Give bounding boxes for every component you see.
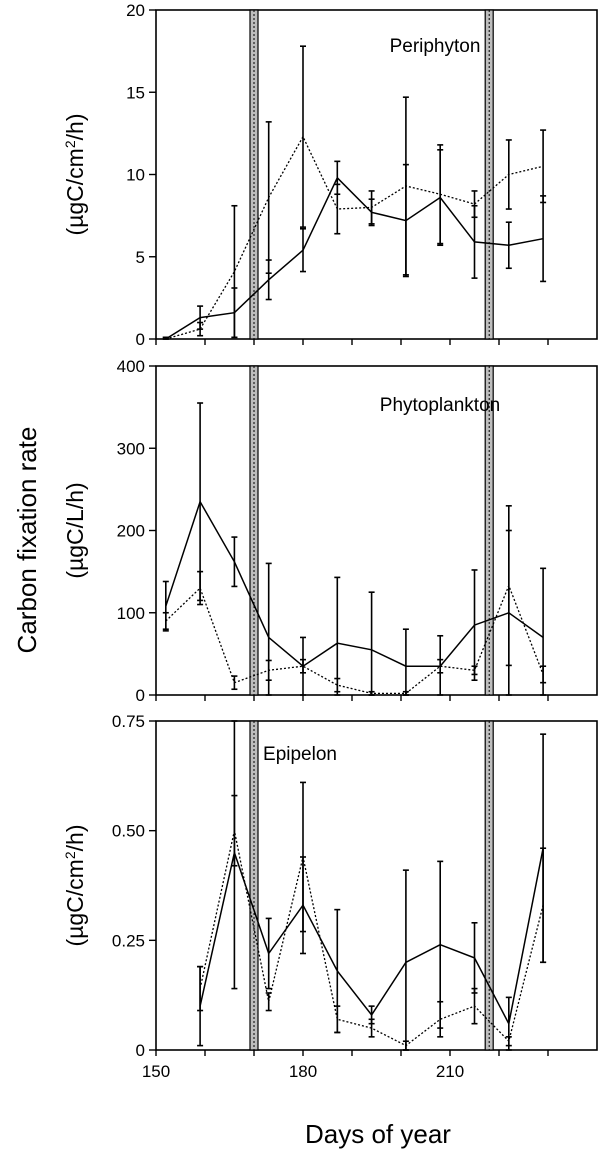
panel-epipelon: 0 0.25 0.50 0.75 Epipelon (µgC/cm2/h) 150 180 21…: [62, 712, 598, 1081]
y-tick-label: 10: [126, 166, 145, 185]
y-tick-label: 0.75: [112, 712, 145, 731]
error-bar: [197, 570, 204, 606]
error-bar: [505, 505, 512, 667]
error-bar: [540, 665, 547, 684]
error-bar: [197, 402, 204, 602]
y-tick-label: 300: [117, 439, 145, 458]
error-bar: [265, 992, 272, 1012]
error-bar: [368, 190, 375, 225]
error-bar: [540, 129, 547, 204]
error-bar: [437, 1000, 444, 1038]
error-bar: [265, 917, 272, 990]
panel-title: Phytoplankton: [380, 395, 500, 416]
panel-periphyton: 0 5 10 15 20 Periphyton (µgC/cm2/h): [62, 1, 598, 349]
error-bar: [265, 659, 272, 681]
x-axis-label: Days of year: [305, 1119, 451, 1149]
panel-title: Epipelon: [263, 744, 337, 765]
error-bar: [231, 536, 238, 588]
series-line: [165, 583, 544, 695]
y-tick-label: 20: [126, 1, 145, 20]
series-dotted: [162, 45, 547, 340]
error-bar: [300, 227, 306, 273]
error-bar: [437, 144, 444, 245]
error-bar: [231, 675, 238, 691]
error-bar: [471, 190, 478, 219]
y-tick-label: 0: [136, 686, 145, 705]
y-tick-label: 5: [136, 248, 145, 267]
panel-phytoplankton: 0 100 200 300 400 Phytoplankton (µgC/L/h): [62, 357, 598, 705]
y-tick-label: 100: [117, 604, 145, 623]
error-bar: [231, 794, 238, 867]
error-bar: [402, 628, 409, 696]
plot-frame: [155, 365, 598, 696]
x-tick-label: 210: [436, 1062, 464, 1081]
panel-title: Periphyton: [390, 36, 481, 57]
error-bar: [471, 987, 478, 1025]
error-bar: [368, 690, 375, 696]
error-bar: [300, 658, 306, 674]
series-dotted: [197, 781, 547, 1051]
shared-y-axis-label: Carbon fixation rate: [12, 427, 42, 654]
plot-frame: [155, 9, 598, 340]
error-bar: [402, 690, 409, 696]
panel-y-axis-label: (µgC/cm2/h): [62, 113, 88, 235]
y-tick-label: 400: [117, 357, 145, 376]
error-bar: [162, 611, 169, 631]
plot-frame: [155, 720, 598, 1051]
y-tick-label: 0.25: [112, 931, 145, 950]
panel-y-axis-label: (µgC/cm2/h): [62, 824, 88, 946]
panel-y-axis-label: (µgC/L/h): [62, 482, 88, 578]
error-bar: [197, 965, 204, 1012]
y-tick-label: 0.50: [112, 822, 145, 841]
error-bar: [368, 1018, 375, 1038]
error-bar: [300, 45, 306, 228]
error-bar: [334, 183, 341, 235]
error-bar: [334, 677, 341, 693]
error-bar: [505, 221, 512, 270]
series-dotted: [162, 505, 547, 696]
error-bar: [402, 96, 409, 276]
series-line: [165, 176, 544, 340]
error-bar: [368, 591, 375, 696]
error-bar: [471, 569, 478, 681]
x-tick-label: 180: [289, 1062, 317, 1081]
error-bar: [540, 847, 547, 964]
y-tick-label: 0: [136, 1041, 145, 1060]
x-tick-label: 150: [142, 1062, 170, 1081]
error-bar: [231, 204, 238, 339]
error-bar: [505, 139, 512, 210]
series-line: [165, 499, 544, 668]
error-bar: [505, 1036, 512, 1047]
error-bar: [300, 781, 306, 933]
y-tick-label: 15: [126, 83, 145, 102]
error-bar: [197, 321, 204, 337]
error-bar: [162, 336, 169, 340]
y-tick-label: 0: [136, 330, 145, 349]
error-bar: [334, 576, 341, 696]
error-bar: [437, 658, 444, 674]
error-bar: [471, 665, 478, 676]
error-bar: [402, 869, 409, 1051]
y-tick-label: 200: [117, 522, 145, 541]
error-bar: [265, 121, 272, 275]
error-bar: [402, 1040, 409, 1051]
error-bar: [334, 1005, 341, 1034]
